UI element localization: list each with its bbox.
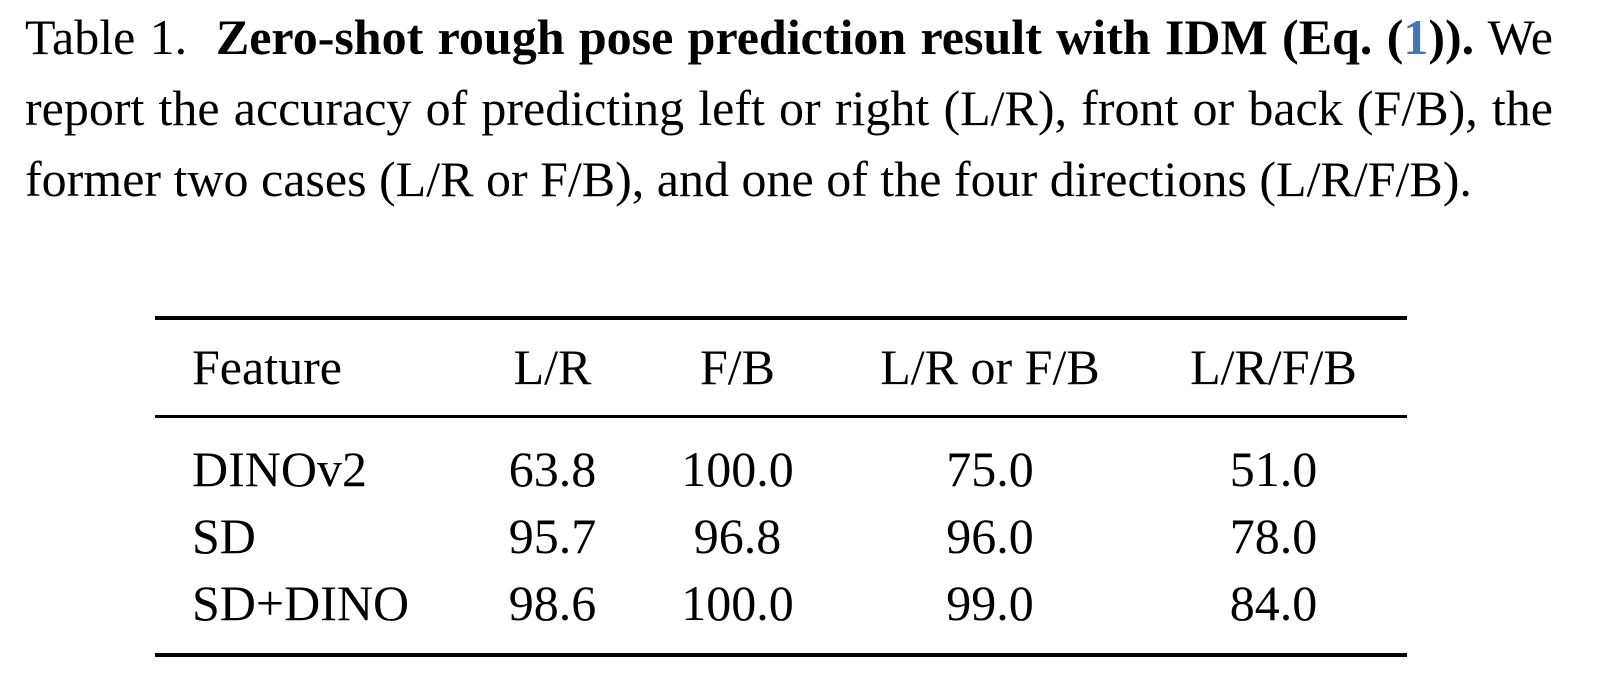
table-cell: 100.0 bbox=[681, 575, 794, 631]
table-row: SD+DINO 98.6 100.0 99.0 84.0 bbox=[155, 570, 1407, 655]
table-cell: 78.0 bbox=[1229, 508, 1318, 564]
column-header: L/R bbox=[513, 339, 592, 395]
table-body: DINOv2 63.8 100.0 75.0 51.0 SD 95.7 96.8 96.0 78.… bbox=[155, 417, 1407, 655]
header-row: Feature L/R F/B L/R or F/B L/R/F/B bbox=[155, 318, 1407, 417]
table-cell: 75.0 bbox=[946, 441, 1034, 497]
row-label: DINOv2 bbox=[192, 441, 367, 497]
table-cell: 96.8 bbox=[693, 508, 782, 564]
column-header: L/R/F/B bbox=[1190, 339, 1357, 395]
caption-title-part: Zero-shot rough pose prediction result w… bbox=[215, 9, 1404, 65]
row-label: SD bbox=[192, 508, 256, 564]
column-header: Feature bbox=[192, 339, 342, 395]
table-row: SD 95.7 96.8 96.0 78.0 bbox=[155, 503, 1407, 570]
table-cell: 96.0 bbox=[946, 508, 1034, 564]
table-cell: 51.0 bbox=[1229, 441, 1318, 497]
row-label: SD+DINO bbox=[192, 575, 410, 631]
table-cell: 100.0 bbox=[681, 441, 794, 497]
table-cell: 98.6 bbox=[508, 575, 597, 631]
table-caption: Table 1. Zero-shot rough pose prediction… bbox=[25, 2, 1553, 215]
equation-link[interactable]: 1 bbox=[1403, 9, 1429, 65]
table-row: DINOv2 63.8 100.0 75.0 51.0 bbox=[155, 417, 1407, 504]
caption-title-part: )). bbox=[1428, 9, 1475, 65]
table-cell: 95.7 bbox=[508, 508, 597, 564]
caption-label: Table 1. bbox=[25, 9, 188, 65]
caption-title: Zero-shot rough pose prediction result w… bbox=[216, 9, 1474, 65]
table-cell: 99.0 bbox=[946, 575, 1034, 631]
column-header: F/B bbox=[699, 339, 776, 395]
table-cell: 84.0 bbox=[1229, 575, 1318, 631]
column-header: L/R or F/B bbox=[880, 339, 1100, 395]
caption-text: We report the accuracy of predicting lef… bbox=[25, 9, 1553, 207]
results-table: Feature L/R F/B L/R or F/B L/R/F/B DINOv2 63.… bbox=[155, 316, 1407, 657]
table-cell: 63.8 bbox=[508, 441, 597, 497]
